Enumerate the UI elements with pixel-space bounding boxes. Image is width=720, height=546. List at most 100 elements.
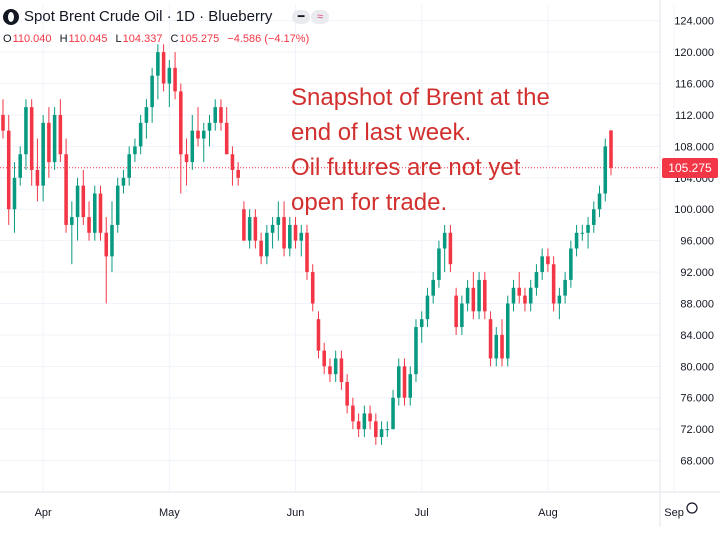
x-tick-label: Jul [415,507,429,519]
y-tick-label: 68.000 [680,456,714,468]
close-label: C [170,33,179,45]
candle [402,358,407,406]
candle [115,177,120,233]
candle [12,162,17,233]
candle [471,272,476,320]
candle-body [1,114,5,131]
candle [70,201,74,265]
candle-body [41,122,45,186]
candle [448,224,453,273]
candle [293,217,298,249]
candle [104,217,109,304]
candle-body [368,413,372,422]
candle-body [523,295,527,304]
candle-body [299,232,304,241]
candle [574,224,579,257]
minimize-icon[interactable]: ━ [292,10,310,24]
candle-body [184,154,189,163]
candle-body [173,67,177,92]
candle [242,201,246,241]
compare-icon[interactable]: ≈ [311,10,329,24]
candle-body [580,232,585,234]
candle [6,114,11,225]
candle-body [70,217,74,225]
candle [374,413,378,445]
candle-body [517,287,522,296]
x-tick-label: Aug [538,507,558,519]
candle [333,350,338,383]
candle-body [569,248,573,280]
candle-body [603,146,608,194]
symbol-logo-icon [3,9,19,25]
candle [58,99,63,163]
high-value: 110.045 [68,33,108,45]
candle [391,389,395,430]
candle-body [121,177,126,186]
candle [414,319,418,383]
candle [385,421,390,438]
candle-body [557,295,562,304]
candle-body [156,52,160,76]
candle [259,232,263,265]
candle [92,185,97,241]
x-tick-label: Sep [664,507,684,519]
candle-body [460,303,464,328]
candle [528,279,533,312]
candle-body [12,177,17,210]
candle [190,114,195,170]
candle [551,256,556,312]
candle-body [391,397,395,430]
candle [207,114,212,147]
candle [127,146,131,186]
candle-body [58,114,63,155]
candle-body [586,224,590,233]
candle [121,169,126,194]
candle [265,224,269,265]
close-value: 105.275 [179,33,220,45]
candle-body [75,185,80,218]
candle-body [563,279,567,296]
candle [173,52,177,100]
candle-body [396,366,401,398]
candle-body [316,319,321,351]
candle [310,264,315,312]
candle-body [471,287,476,312]
candle-body [242,209,246,241]
candle-body [247,217,252,241]
candle [362,405,367,438]
candle [179,83,183,194]
candle-body [81,185,86,218]
candle-body [259,240,263,257]
candle [52,107,57,170]
y-tick-label: 96.000 [680,236,714,248]
candle-body [483,279,487,312]
candle [431,272,435,304]
candle-body [592,209,596,225]
candle-body [425,295,430,320]
candle [213,99,218,131]
candle-body [167,67,172,84]
candle [150,67,154,123]
candle [592,201,596,233]
candle-body [322,350,326,367]
candle [230,146,235,186]
candle-body [477,279,481,312]
candle [64,138,68,233]
settings-gear-icon[interactable] [686,502,698,514]
candle-body [35,169,40,186]
y-tick-label: 92.000 [680,267,714,279]
candle-body [511,287,516,304]
candle [437,240,441,288]
candle [75,177,80,241]
candle [379,421,384,445]
candle [454,287,458,335]
y-tick-label: 72.000 [680,424,714,436]
candle [144,99,149,139]
candle-body [339,358,344,383]
candle [87,201,91,241]
candle-body [265,232,269,257]
candle [339,350,344,390]
candle-body [454,295,458,328]
